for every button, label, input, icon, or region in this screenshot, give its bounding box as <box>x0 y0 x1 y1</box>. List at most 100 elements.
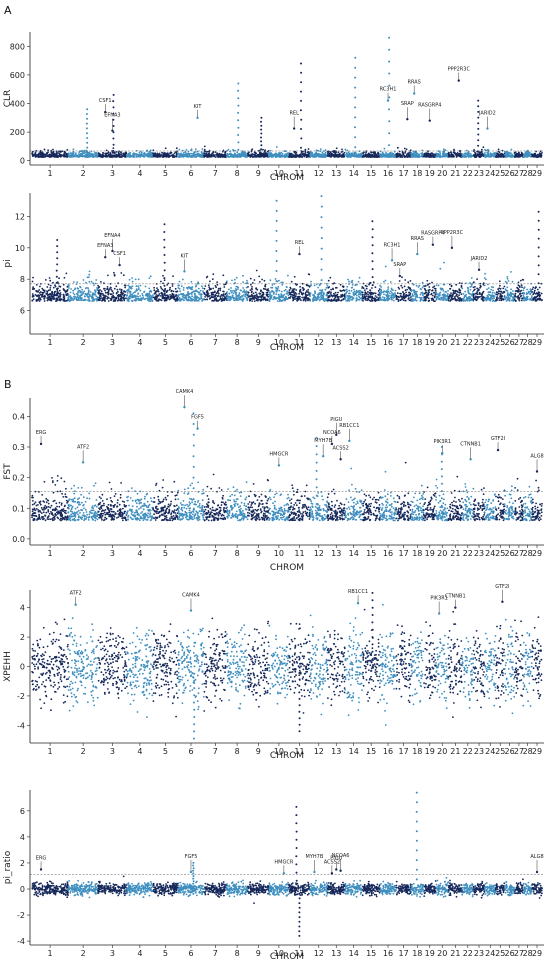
data-point <box>68 287 70 289</box>
data-point <box>265 293 268 296</box>
data-point <box>508 152 511 154</box>
data-point <box>165 291 168 294</box>
gene-label: PPP2R3C <box>448 67 471 73</box>
data-point <box>262 298 265 301</box>
x-tick-label: 9 <box>256 169 261 178</box>
data-point <box>107 274 109 277</box>
data-point <box>113 271 115 274</box>
data-point <box>187 298 190 301</box>
data-point <box>451 156 453 158</box>
peak-point <box>260 120 262 123</box>
data-point <box>104 153 107 156</box>
data-point <box>457 153 460 156</box>
data-point <box>149 275 152 278</box>
peak-point <box>237 97 240 100</box>
data-point <box>374 286 377 289</box>
data-point <box>195 284 198 287</box>
data-point <box>159 295 162 297</box>
data-point <box>67 294 70 296</box>
data-point <box>257 154 260 156</box>
data-point <box>334 291 337 294</box>
gene-point <box>412 92 416 95</box>
peak-point <box>237 82 240 85</box>
data-point <box>92 297 94 299</box>
data-point <box>408 154 411 157</box>
data-point <box>228 299 231 301</box>
y-tick-label: 600 <box>10 71 25 80</box>
peak-point <box>260 128 263 131</box>
peak-point <box>260 116 263 119</box>
panel-label-b: B <box>4 378 12 391</box>
data-point <box>299 290 301 292</box>
data-point <box>262 148 264 151</box>
data-point <box>190 155 192 158</box>
data-point <box>439 151 441 154</box>
data-point <box>147 298 150 301</box>
data-point <box>44 279 47 281</box>
data-point <box>210 153 213 156</box>
data-point <box>304 148 307 151</box>
data-point <box>287 274 289 277</box>
data-point <box>266 289 269 292</box>
data-point <box>327 300 329 302</box>
data-point <box>518 155 521 157</box>
data-point <box>222 290 225 293</box>
data-point <box>195 300 198 302</box>
data-point <box>461 156 464 158</box>
data-point <box>234 278 236 281</box>
data-point <box>65 272 68 275</box>
data-point <box>260 155 263 158</box>
data-point <box>277 294 280 296</box>
data-point <box>301 296 304 299</box>
data-point <box>374 292 377 295</box>
data-point <box>46 154 49 157</box>
data-point <box>280 293 282 295</box>
data-point <box>206 289 209 292</box>
data-point <box>51 295 54 298</box>
data-point <box>264 285 266 287</box>
data-point <box>134 278 137 281</box>
data-point <box>229 156 231 158</box>
data-point <box>226 293 228 295</box>
data-point <box>175 290 178 293</box>
data-point <box>155 294 158 296</box>
data-point <box>442 148 445 151</box>
data-point <box>217 295 220 297</box>
data-point <box>203 292 206 294</box>
peak-point <box>388 144 390 147</box>
data-point <box>36 154 38 157</box>
peak-point <box>85 127 88 130</box>
data-point <box>335 151 337 154</box>
data-point <box>216 281 219 283</box>
data-point <box>43 148 46 151</box>
data-point <box>31 152 34 155</box>
data-point <box>126 154 129 157</box>
data-point <box>203 287 206 290</box>
peak-point <box>112 106 115 109</box>
data-point <box>206 291 209 294</box>
data-point <box>229 152 232 155</box>
data-point <box>264 149 266 152</box>
data-point <box>236 155 239 158</box>
data-point <box>368 153 371 156</box>
data-point <box>39 151 41 153</box>
data-point <box>366 155 368 158</box>
data-point <box>75 152 77 155</box>
data-point <box>148 154 151 157</box>
data-point <box>138 299 141 302</box>
data-point <box>123 153 125 156</box>
data-point <box>196 296 199 299</box>
data-point <box>292 291 295 294</box>
data-point <box>376 296 378 299</box>
data-point <box>162 274 164 277</box>
data-point <box>99 297 101 300</box>
data-point <box>215 297 218 299</box>
peak-point <box>300 128 302 130</box>
data-point <box>59 292 62 294</box>
data-point <box>239 155 242 158</box>
data-point <box>256 288 259 291</box>
data-point <box>533 155 535 158</box>
data-point <box>243 154 246 157</box>
data-point <box>374 299 376 302</box>
data-point <box>257 296 260 298</box>
